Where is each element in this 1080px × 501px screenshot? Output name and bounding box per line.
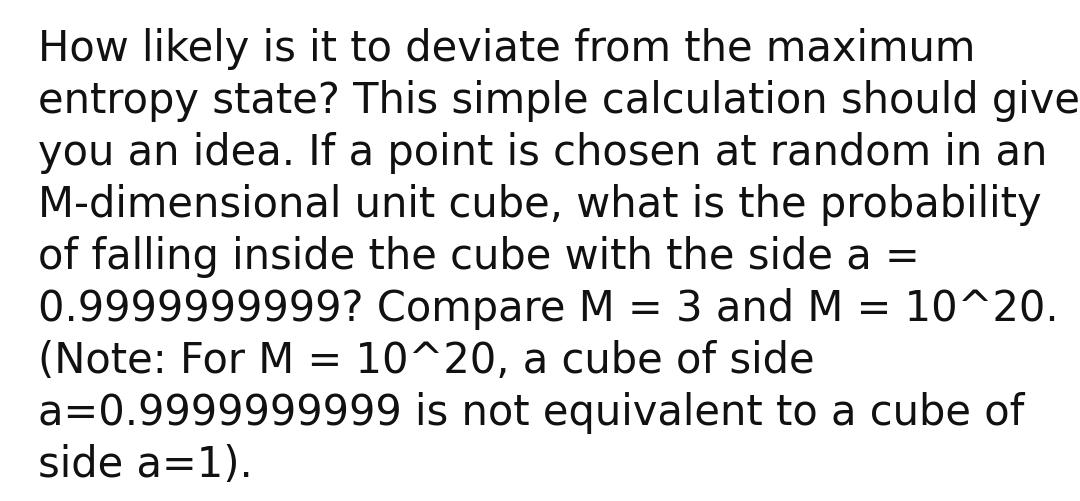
Text: How likely is it to deviate from the maximum: How likely is it to deviate from the max… <box>38 28 975 70</box>
Text: of falling inside the cube with the side a =: of falling inside the cube with the side… <box>38 236 920 278</box>
Text: entropy state? This simple calculation should give: entropy state? This simple calculation s… <box>38 80 1080 122</box>
Text: a=0.9999999999 is not equivalent to a cube of: a=0.9999999999 is not equivalent to a cu… <box>38 392 1024 434</box>
Text: M-dimensional unit cube, what is the probability: M-dimensional unit cube, what is the pro… <box>38 184 1041 226</box>
Text: (Note: For M = 10^20, a cube of side: (Note: For M = 10^20, a cube of side <box>38 340 814 382</box>
Text: 0.9999999999? Compare M = 3 and M = 10^20.: 0.9999999999? Compare M = 3 and M = 10^2… <box>38 288 1058 330</box>
Text: you an idea. If a point is chosen at random in an: you an idea. If a point is chosen at ran… <box>38 132 1048 174</box>
Text: side a=1).: side a=1). <box>38 444 253 486</box>
